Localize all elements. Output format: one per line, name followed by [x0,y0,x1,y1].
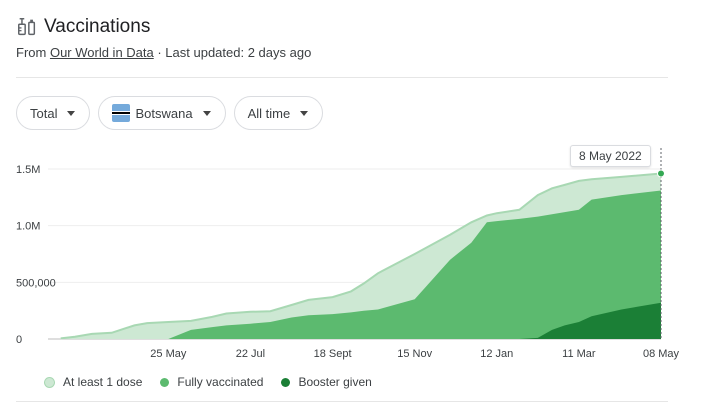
x-tick-label: 18 Sept [314,348,352,360]
x-tick-label: 08 May [643,348,680,360]
legend-label-booster: Booster given [298,375,372,389]
legend-label-first-dose: At least 1 dose [63,375,143,389]
legend-swatch-first-dose [44,376,55,388]
caret-down-icon [300,110,309,116]
legend-swatch-fully-vaccinated [160,377,170,387]
legend-item-booster[interactable]: Booster given [281,375,372,389]
botswana-flag-icon [112,104,131,122]
y-tick-label: 500,000 [16,277,56,289]
legend-item-first-dose[interactable]: At least 1 dose [44,375,142,389]
x-tick-label: 22 Jul [236,348,265,360]
line-first-dose [60,172,662,340]
legend-label-fully-vaccinated: Fully vaccinated [177,375,264,389]
x-tick-label: 11 Mar [562,348,596,360]
top-divider [16,77,668,78]
hover-point [657,169,665,178]
range-dropdown-label: All time [247,105,291,121]
filter-bar: Total Botswana All time [16,96,324,130]
area-fully-vaccinated [60,190,661,339]
metric-dropdown[interactable]: Total [16,96,91,130]
caret-down-icon [67,110,76,116]
y-tick-label: 1.5M [16,164,40,176]
legend-item-fully-vaccinated[interactable]: Fully vaccinated [160,375,263,389]
x-tick-label: 12 Jan [480,348,513,360]
card-header: Vaccinations [16,16,150,38]
source-line: From Our World in Data · Last updated: 2… [16,45,311,60]
legend-swatch-booster [281,377,291,387]
page-title: Vaccinations [44,16,151,37]
title-row: Vaccinations [16,16,150,38]
country-dropdown-label: Botswana [135,105,193,121]
source-prefix: From [16,45,50,60]
vaccination-chart[interactable]: 0 500,000 1.0M 1.5M 25 May 22 Jul 18 Sept 15 No… [0,140,706,365]
y-tick-label: 1.0M [16,221,40,233]
caret-down-icon [202,110,211,116]
area-booster [60,302,661,339]
metric-dropdown-label: Total [30,105,58,121]
hover-tooltip: 8 May 2022 [570,145,651,167]
country-dropdown[interactable]: Botswana [98,96,226,130]
x-tick-label: 25 May [150,348,187,360]
x-tick-label: 15 Nov [397,348,432,360]
last-updated: · Last updated: 2 days ago [153,45,312,60]
y-tick-label: 0 [16,334,22,346]
syringe-icon [18,18,36,36]
chart-legend: At least 1 dose Fully vaccinated Booster… [44,375,372,389]
source-link[interactable]: Our World in Data [49,45,154,60]
range-dropdown[interactable]: All time [233,96,324,130]
